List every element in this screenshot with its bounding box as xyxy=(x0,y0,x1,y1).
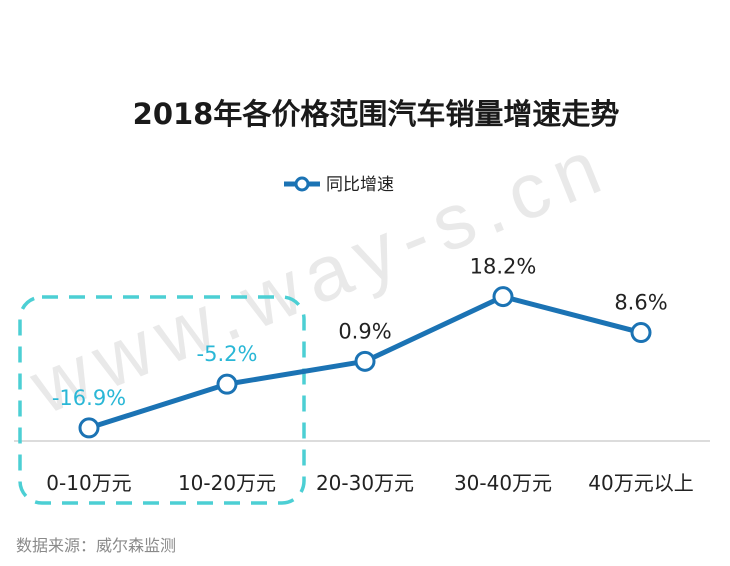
legend: 同比增速 xyxy=(284,175,394,195)
legend-circle-marker xyxy=(294,176,310,192)
x-tick-label: 0-10万元 xyxy=(46,471,131,495)
data-label: -16.9% xyxy=(52,386,126,410)
source-note: 数据来源：威尔森监测 xyxy=(16,536,176,555)
data-label: 8.6% xyxy=(614,291,667,315)
x-tick-label: 10-20万元 xyxy=(178,471,276,495)
x-tick-label: 30-40万元 xyxy=(454,471,552,495)
legend-label: 同比增速 xyxy=(326,175,394,195)
highlight-box xyxy=(18,295,306,505)
data-point xyxy=(216,373,238,395)
data-point xyxy=(630,322,652,344)
plot-area: -16.9% -5.2% 0.9% 18.2% 8.6% 0-10万元 10-20万元 20-… xyxy=(46,255,693,495)
x-tick-label: 40万元以上 xyxy=(588,471,693,495)
data-label: 18.2% xyxy=(470,255,537,279)
data-point xyxy=(78,417,100,439)
data-point xyxy=(492,286,514,308)
data-point xyxy=(354,350,376,372)
data-label: 0.9% xyxy=(338,319,391,343)
data-label: -5.2% xyxy=(197,342,258,366)
x-tick-label: 20-30万元 xyxy=(316,471,414,495)
chart-title: 2018年各价格范围汽车销量增速走势 xyxy=(133,97,620,131)
